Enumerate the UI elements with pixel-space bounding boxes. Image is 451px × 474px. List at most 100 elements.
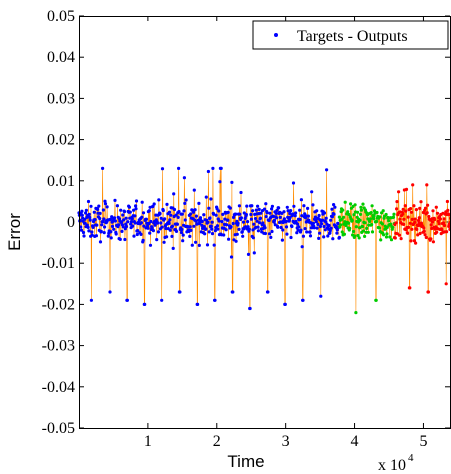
data-point	[183, 218, 187, 222]
data-point	[333, 205, 337, 209]
data-point	[250, 204, 254, 208]
data-point	[441, 211, 445, 215]
data-point	[440, 228, 444, 232]
y-tick-label: 0.04	[47, 49, 75, 66]
data-point	[83, 221, 87, 225]
data-point	[90, 230, 94, 234]
data-point	[210, 220, 214, 224]
data-point	[109, 236, 113, 240]
data-point	[226, 210, 230, 214]
data-point	[212, 243, 216, 247]
data-point	[369, 211, 373, 215]
data-point	[256, 204, 260, 208]
data-point	[275, 216, 279, 220]
data-point	[188, 234, 192, 238]
data-point	[434, 205, 438, 209]
data-point	[203, 232, 207, 236]
data-point	[87, 212, 91, 216]
data-point	[84, 211, 88, 215]
data-point	[306, 214, 310, 218]
y-tick-label: -0.04	[42, 379, 75, 396]
data-point	[234, 239, 238, 243]
data-point	[129, 222, 133, 226]
data-point	[442, 221, 446, 225]
y-tick-label: 0.05	[47, 8, 75, 25]
data-point	[329, 226, 333, 230]
data-point	[357, 236, 361, 240]
data-point	[291, 181, 296, 185]
data-point	[102, 231, 106, 235]
data-point	[120, 220, 124, 224]
data-point	[186, 225, 190, 229]
data-point	[356, 233, 360, 238]
data-point	[223, 217, 227, 221]
data-point	[174, 213, 178, 217]
data-point	[130, 217, 134, 221]
data-point	[258, 216, 263, 220]
data-point	[306, 206, 310, 210]
data-point	[127, 205, 131, 209]
data-point	[425, 183, 429, 187]
data-point	[194, 219, 198, 223]
data-point	[207, 230, 211, 234]
data-point	[178, 290, 182, 294]
data-point	[395, 200, 399, 204]
data-point	[231, 221, 235, 226]
data-point	[246, 252, 251, 256]
data-point	[354, 225, 358, 229]
data-point	[299, 228, 303, 232]
data-point	[134, 204, 138, 208]
data-point	[347, 212, 351, 217]
data-point	[329, 218, 333, 222]
data-point	[241, 220, 246, 224]
data-point	[226, 218, 230, 222]
data-point	[294, 211, 298, 215]
series-line	[394, 184, 451, 293]
data-point	[297, 225, 301, 229]
data-point	[103, 199, 107, 203]
data-point	[320, 218, 325, 222]
data-point	[97, 204, 101, 208]
data-point	[293, 214, 297, 218]
data-point	[394, 221, 398, 225]
data-point	[374, 298, 378, 302]
data-point	[83, 217, 87, 221]
data-point	[365, 213, 370, 217]
data-point	[92, 210, 96, 214]
data-point	[385, 225, 389, 229]
data-point	[289, 209, 293, 213]
data-point	[164, 226, 168, 231]
data-point	[254, 208, 258, 212]
data-point	[339, 223, 343, 227]
y-axis-label: Error	[5, 213, 24, 251]
data-point	[331, 237, 335, 241]
data-point	[122, 218, 126, 222]
data-point	[389, 222, 393, 226]
data-point	[263, 207, 267, 211]
data-point	[168, 218, 172, 222]
data-point	[237, 204, 241, 208]
data-point	[205, 243, 210, 247]
data-point	[134, 207, 138, 211]
data-point	[90, 233, 94, 237]
data-point	[296, 222, 300, 226]
data-point	[363, 234, 367, 238]
data-point	[337, 215, 341, 219]
data-point	[320, 222, 324, 226]
data-point	[379, 238, 383, 242]
data-point	[190, 243, 194, 247]
data-point	[121, 213, 125, 217]
data-point	[108, 217, 112, 221]
data-point	[375, 210, 379, 215]
data-point	[229, 255, 234, 259]
data-point	[196, 302, 200, 306]
data-point	[253, 216, 258, 221]
data-point	[327, 223, 331, 228]
data-point	[133, 221, 137, 225]
data-point	[81, 230, 86, 235]
data-point	[99, 229, 103, 234]
data-point	[198, 216, 203, 220]
data-point	[141, 211, 146, 215]
data-point	[216, 227, 220, 231]
data-point	[353, 203, 357, 207]
